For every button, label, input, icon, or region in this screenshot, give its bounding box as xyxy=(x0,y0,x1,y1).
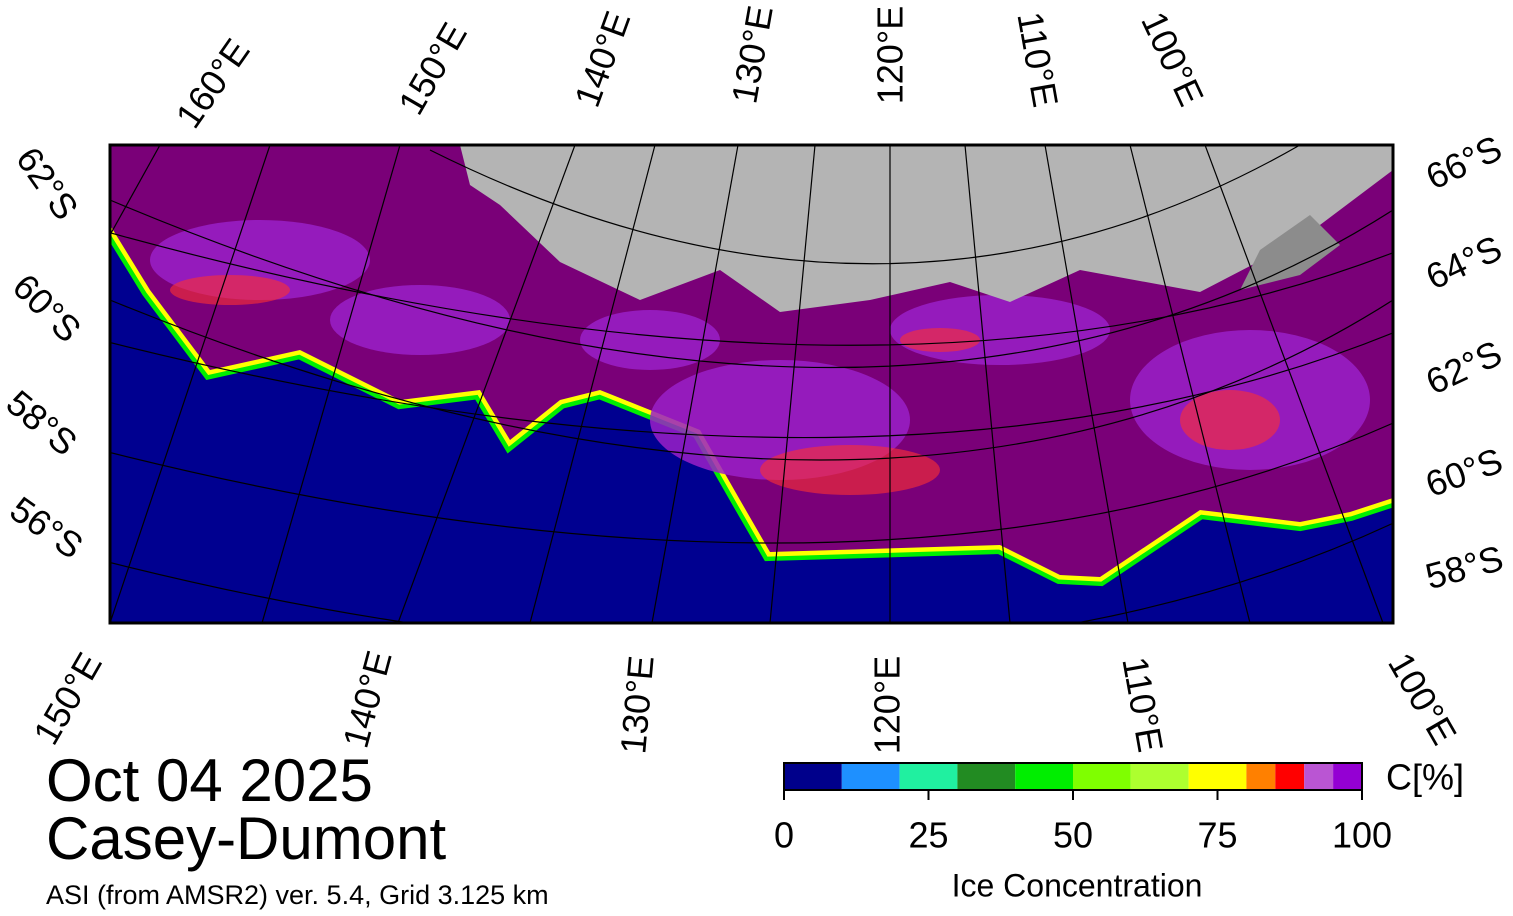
graticule-label: 62°S xyxy=(1420,332,1508,402)
colorbar-bin xyxy=(1015,763,1073,790)
graticule-label: 140°E xyxy=(566,6,638,113)
colorbar-bin xyxy=(1304,763,1334,790)
graticule-label: 140°E xyxy=(335,646,400,752)
colorbar-bin xyxy=(841,763,900,790)
graticule-label: 150°E xyxy=(25,646,110,752)
graticule-label: 56°S xyxy=(3,488,91,567)
graticule-label: 62°S xyxy=(8,139,87,227)
graticule-label: 110°E xyxy=(1009,9,1066,110)
colorbar-bin xyxy=(784,763,842,790)
region: Casey-Dumont xyxy=(46,805,446,872)
colorbar-tick-label: 75 xyxy=(1197,815,1237,856)
graticule-label: 120°E xyxy=(867,656,908,754)
map-frame xyxy=(108,143,1395,625)
colorbar-bin xyxy=(957,763,1016,790)
colorbar-bin xyxy=(1188,763,1247,790)
ice-shelf xyxy=(1240,215,1340,290)
graticule-label: 100°E xyxy=(1380,646,1465,752)
graticule-label: 100°E xyxy=(1133,5,1212,112)
colorbar-tick-label: 50 xyxy=(1053,815,1093,856)
graticule-label: 130°E xyxy=(612,654,661,756)
colorbar-bin xyxy=(1130,763,1189,790)
graticule xyxy=(110,145,1393,623)
colorbar: 0 25 50 75 100 xyxy=(774,762,1392,856)
graticule-label: 64°S xyxy=(1420,227,1508,297)
colorbar-bin xyxy=(1073,763,1131,790)
graticule-label: 120°E xyxy=(870,6,911,104)
graticule-label: 58°S xyxy=(1421,537,1507,597)
land xyxy=(460,145,1393,312)
graticule-label: 110°E xyxy=(1114,654,1171,755)
colorbar-label: Ice Concentration xyxy=(952,867,1203,903)
graticule-label: 160°E xyxy=(168,31,258,135)
colorbar-tick-label: 100 xyxy=(1332,815,1392,856)
subtitle: ASI (from AMSR2) ver. 5.4, Grid 3.125 km xyxy=(46,880,549,910)
graticule-label: 60°S xyxy=(5,266,89,350)
graticule-label: 66°S xyxy=(1420,127,1508,197)
map xyxy=(110,145,1393,623)
colorbar-bin xyxy=(899,763,958,790)
graticule-label: 60°S xyxy=(1420,440,1508,505)
graticule-label: 150°E xyxy=(390,16,475,122)
graticule-label: 58°S xyxy=(0,382,85,464)
date: Oct 04 2025 xyxy=(46,747,373,814)
colorbar-bin xyxy=(1333,763,1362,790)
colorbar-bin xyxy=(1275,763,1305,790)
colorbar-tick-label: 0 xyxy=(774,815,794,856)
colorbar-tick-label: 25 xyxy=(908,815,948,856)
colorbar-unit: C[%] xyxy=(1386,757,1464,798)
colorbar-bin xyxy=(1246,763,1276,790)
graticule-label: 130°E xyxy=(723,2,780,106)
